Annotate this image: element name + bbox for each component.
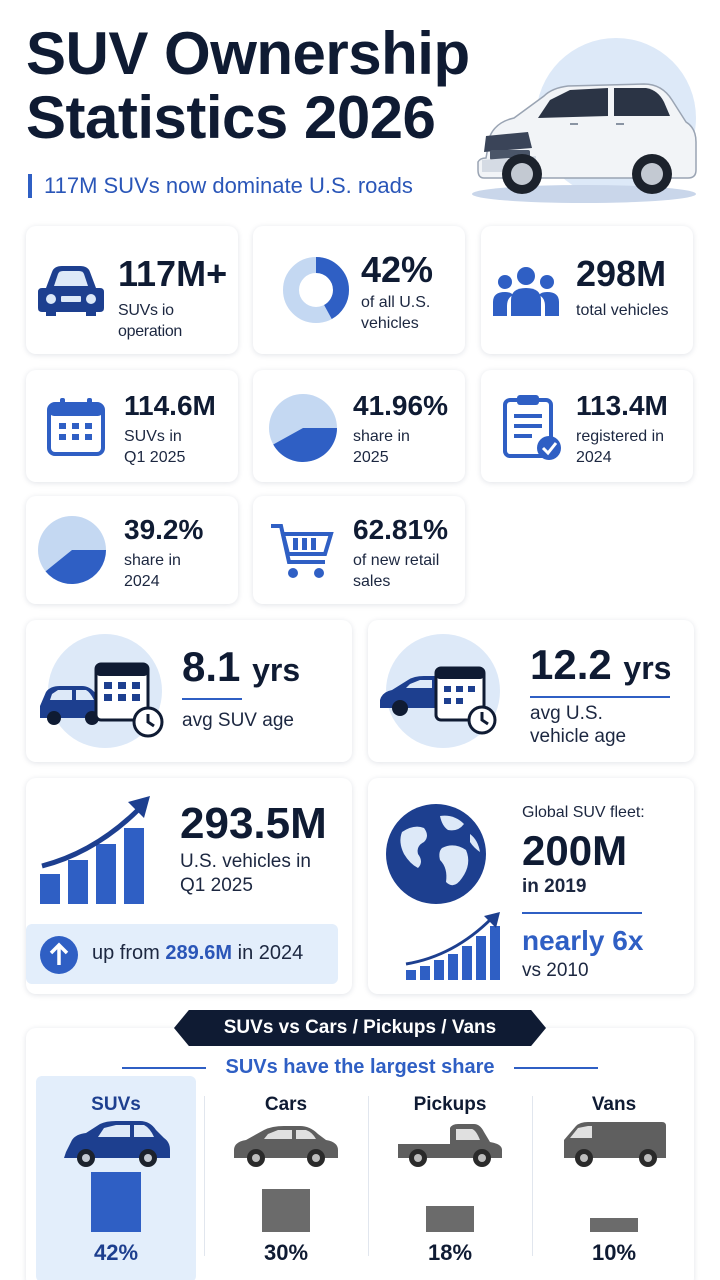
age-card-us-vehicle: 12.2 yrs avg U.S. vehicle age (368, 620, 694, 762)
stat-value: 113.4M (576, 390, 668, 421)
car-calendar-clock-icon (40, 662, 164, 738)
car-front-icon (38, 266, 104, 316)
growth-bars-icon (40, 796, 150, 904)
suvs-vehicle-icon (60, 1120, 172, 1175)
stat-card-share-all-vehicles: 42% of all U.S. vehicles (253, 226, 465, 354)
global-growth: nearly 6x (522, 925, 644, 956)
pie-chart-icon (269, 394, 337, 462)
stat-label: share in 2025 (353, 428, 410, 466)
page-subtitle: 117M SUVs now dominate U.S. roads (44, 173, 413, 198)
stat-card-total-vehicles: 298M total vehicles (481, 226, 693, 354)
global-caption: Global SUV fleet: (522, 804, 645, 821)
stat-card-share-2025: 41.96% share in 2025 (253, 370, 465, 482)
value-label-cars: 30% (263, 1240, 309, 1265)
stat-value: 117M+ (118, 253, 228, 294)
stat-value: 62.81% (353, 514, 448, 545)
stat-card-new-retail-sales: 62.81% of new retail sales (253, 496, 465, 604)
pickups-vehicle-icon (394, 1120, 506, 1175)
stat-value: 42% (361, 249, 434, 290)
comparison-subtitle: SUVs have the largest share (225, 1056, 495, 1078)
column-divider (532, 1096, 533, 1256)
global-year-label: in 2019 (522, 876, 587, 897)
vans-vehicle-icon (558, 1120, 670, 1175)
stat-label: share in 2024 (124, 552, 181, 590)
stat-label: of new retail sales (353, 552, 440, 590)
age-card-suv: 8.1 yrs avg SUV age (26, 620, 352, 762)
us-vehicles-value: 293.5M (180, 799, 327, 848)
stat-label: registered in 2024 (576, 428, 665, 466)
calendar-icon (47, 398, 105, 456)
age-unit: yrs (623, 650, 672, 686)
subtitle-accent-bar (28, 174, 32, 198)
age-divider (182, 698, 242, 700)
us-vehicles-label: U.S. vehicles in Q1 2025 (180, 851, 311, 896)
white-suv-illustration (472, 83, 697, 203)
value-label-pickups: 18% (427, 1240, 473, 1265)
donut-chart-icon (283, 257, 349, 323)
sedan-calendar-clock-icon (380, 666, 497, 735)
growth-callout: up from 289.6M in 2024 (26, 924, 338, 984)
bar-vans (590, 1217, 638, 1232)
stat-value: 39.2% (124, 514, 204, 545)
pie-chart-icon (38, 516, 106, 584)
growth-previous-value: 289.6M (165, 942, 233, 964)
category-label-cars: Cars (264, 1094, 308, 1115)
global-divider (522, 912, 642, 914)
stat-label: SUVs io operation (118, 302, 183, 340)
subtitle-line-right (514, 1067, 598, 1069)
stat-value: 41.96% (353, 390, 448, 421)
comparison-title: SUVs vs Cars / Pickups / Vans (223, 1017, 497, 1038)
stat-card-registered-2024: 113.4M registered in 2024 (481, 370, 693, 482)
growth-prefix: up from (92, 942, 160, 964)
column-divider (368, 1096, 369, 1256)
global-value: 200M (522, 827, 628, 874)
age-value: 8.1 yrs (182, 644, 300, 693)
value-label-vans: 10% (591, 1240, 637, 1265)
stat-card-suvs-in-operation: 117M+ SUVs io operation (26, 226, 238, 354)
column-divider (204, 1096, 205, 1256)
category-label-suvs: SUVs (91, 1094, 141, 1115)
stat-card-suvs-q1-2025: 114.6M SUVs in Q1 2025 (26, 370, 238, 482)
bar-pickups (426, 1206, 474, 1232)
shopping-cart-icon (271, 524, 334, 578)
growth-callout-text: up from 289.6M in 2024 (92, 942, 303, 965)
bar-suvs (91, 1172, 141, 1232)
people-group-icon (493, 267, 559, 316)
comparison-banner (174, 1010, 546, 1046)
growth-suffix: in 2024 (237, 942, 304, 964)
arrow-up-icon (40, 936, 78, 974)
age-value: 12.2 yrs (530, 642, 671, 691)
age-label: avg SUV age (182, 710, 294, 731)
stat-value: 114.6M (124, 390, 216, 421)
age-label: avg U.S. vehicle age (530, 703, 627, 747)
category-label-pickups: Pickups (413, 1094, 487, 1115)
stat-label: total vehicles (576, 302, 669, 319)
age-number: 12.2 (530, 641, 612, 688)
cars-vehicle-icon (230, 1120, 342, 1175)
value-label-suvs: 42% (93, 1240, 139, 1265)
growth-bars-icon (405, 912, 500, 980)
global-growth-label: vs 2010 (522, 960, 589, 981)
category-label-vans: Vans (591, 1094, 637, 1115)
globe-icon (386, 804, 486, 904)
clipboard-check-icon (503, 395, 561, 460)
page-title: SUV Ownership Statistics 2026 (26, 20, 470, 151)
stat-label: of all U.S. vehicles (361, 294, 431, 332)
subtitle-line-left (122, 1067, 206, 1069)
stat-label: SUVs in Q1 2025 (124, 428, 186, 466)
stat-value: 298M (576, 253, 667, 294)
stat-card-share-2024: 39.2% share in 2024 (26, 496, 238, 604)
age-number: 8.1 (182, 643, 241, 690)
age-divider (530, 696, 670, 698)
age-unit: yrs (252, 652, 301, 688)
bar-cars (262, 1189, 310, 1232)
